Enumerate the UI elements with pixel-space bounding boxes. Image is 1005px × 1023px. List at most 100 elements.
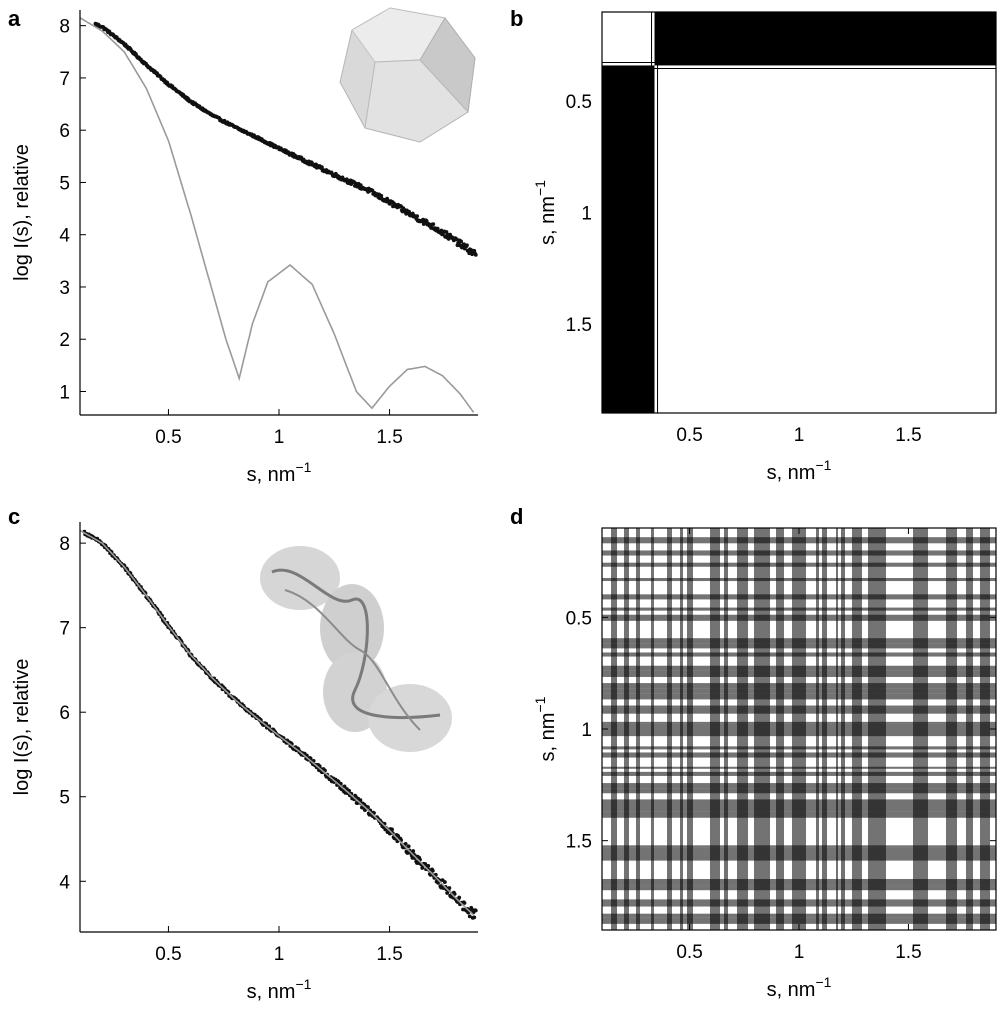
pattern-row xyxy=(602,705,996,708)
x-axis-label: s, nm−1 xyxy=(767,974,832,1001)
y-tick-label: 2 xyxy=(59,330,70,351)
data-point xyxy=(415,214,420,219)
pattern-row xyxy=(602,643,996,649)
x-tick-label: 1.5 xyxy=(895,425,921,446)
data-point xyxy=(411,849,416,853)
x-tick-label: 1 xyxy=(274,944,285,965)
heatmap-block-low-high xyxy=(654,12,996,66)
pattern-row xyxy=(602,683,996,689)
y-tick-label: 1.5 xyxy=(566,832,592,853)
panel-c-letter: c xyxy=(8,504,20,529)
y-tick-label: 1 xyxy=(581,204,592,225)
data-point xyxy=(442,880,447,884)
data-point xyxy=(435,226,440,231)
data-point xyxy=(431,222,436,227)
icosahedral-particle-model xyxy=(339,7,476,143)
pattern-row xyxy=(602,788,996,794)
data-point xyxy=(406,844,411,849)
heatmap-block-high-low xyxy=(602,65,655,413)
pattern-row xyxy=(602,537,996,544)
data-point xyxy=(462,901,467,905)
x-tick-label: 1.5 xyxy=(895,942,921,963)
y-tick-label: 1.5 xyxy=(566,315,592,336)
panel-d-heatmap: d 0.5 1 1.5 0.5 1 1.5 s, nm−1 s, nm−1 xyxy=(510,504,997,1001)
pattern-row xyxy=(602,638,996,644)
pattern-row xyxy=(602,550,996,556)
pattern-row xyxy=(602,855,996,861)
x-tick-label: 0.5 xyxy=(155,944,181,965)
data-point xyxy=(473,908,478,913)
x-axis-label: s, nm−1 xyxy=(767,457,832,484)
pattern-row xyxy=(602,847,996,853)
pattern-row xyxy=(602,652,996,657)
pattern-row xyxy=(602,903,996,907)
pattern-row xyxy=(602,884,996,887)
data-point xyxy=(473,252,478,257)
data-point xyxy=(465,243,469,248)
pattern-row xyxy=(602,562,996,567)
x-tick-label: 0.5 xyxy=(676,942,702,963)
pattern-row xyxy=(602,913,996,918)
pattern-row xyxy=(602,799,996,806)
model-curve xyxy=(79,529,475,916)
panel-a-letter: a xyxy=(8,6,21,31)
y-axis-label: s, nm−1 xyxy=(532,180,559,245)
y-tick-label: 3 xyxy=(59,278,70,299)
pattern-row xyxy=(602,878,996,885)
y-axis-label: s, nm−1 xyxy=(532,696,559,761)
y-tick-label: 4 xyxy=(59,872,70,893)
y-tick-label: 0.5 xyxy=(566,92,592,113)
pattern-row xyxy=(602,670,996,677)
data-point xyxy=(390,827,394,832)
pattern-row xyxy=(602,886,996,891)
y-tick-label: 8 xyxy=(59,17,70,38)
data-point xyxy=(342,784,347,789)
pattern-row xyxy=(602,723,996,731)
pattern-row xyxy=(602,614,996,621)
y-tick-label: 1 xyxy=(59,382,70,403)
pattern-row xyxy=(602,766,996,769)
x-tick-label: 1.5 xyxy=(376,944,402,965)
panel-a-plot: a 0.5 1 1.5 1 2 3 4 5 6 7 8 s, nm−1 log I(s), relati… xyxy=(8,6,478,486)
pattern-row xyxy=(602,845,996,848)
y-tick-label: 6 xyxy=(59,703,70,724)
pattern-row xyxy=(602,665,996,671)
data-point xyxy=(457,895,462,900)
x-tick-label: 1 xyxy=(794,942,805,963)
pattern-row xyxy=(602,607,996,611)
pattern-row xyxy=(602,707,996,714)
data-point xyxy=(379,193,384,198)
panel-d-letter: d xyxy=(510,504,523,529)
y-tick-label: 5 xyxy=(59,173,70,194)
data-point xyxy=(447,886,452,890)
data-point xyxy=(358,798,363,803)
panel-b-heatmap: b 0.5 1 1.5 0.5 1 1.5 s, nm−1 s, nm−1 xyxy=(510,6,997,484)
pattern-row xyxy=(602,693,996,700)
protein-bead-model xyxy=(260,546,452,752)
data-point xyxy=(344,177,349,182)
data-point xyxy=(470,252,475,257)
x-axis-label: s, nm−1 xyxy=(247,976,312,1003)
pattern-row xyxy=(602,752,996,758)
x-axis-label: s, nm−1 xyxy=(247,459,312,486)
data-point xyxy=(320,165,324,170)
y-tick-label: 4 xyxy=(59,226,70,247)
pattern-row xyxy=(602,730,996,737)
y-tick-label: 6 xyxy=(59,121,70,142)
y-tick-label: 1 xyxy=(581,720,592,741)
pattern-row xyxy=(602,805,996,812)
axes-frame xyxy=(601,11,997,414)
y-tick-label: 0.5 xyxy=(566,608,592,629)
x-tick-label: 1.5 xyxy=(376,427,402,448)
pattern-row xyxy=(602,746,996,750)
pattern-row xyxy=(602,899,996,904)
data-point xyxy=(430,868,435,873)
pattern-row xyxy=(602,577,996,582)
pattern-row xyxy=(602,811,996,818)
pattern-row xyxy=(602,852,996,856)
pattern-row xyxy=(602,594,996,600)
heatmap-block-high-high xyxy=(654,65,996,413)
pattern-row xyxy=(602,688,996,694)
model-curve xyxy=(79,17,475,413)
